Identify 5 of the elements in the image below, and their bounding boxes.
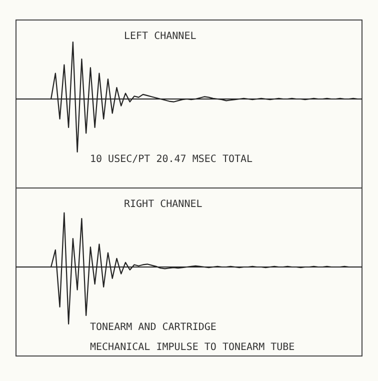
- text: MECHANICAL IMPULSE TO TONEARM TUBE: [90, 342, 295, 353]
- text: 10 USEC/PT 20.47 MSEC TOTAL: [90, 154, 253, 165]
- annotation: TONEARM AND CARTRIDGE: [90, 322, 216, 333]
- chart-title: RIGHT CHANNEL: [124, 199, 202, 210]
- chart-title: LEFT CHANNEL: [124, 31, 196, 42]
